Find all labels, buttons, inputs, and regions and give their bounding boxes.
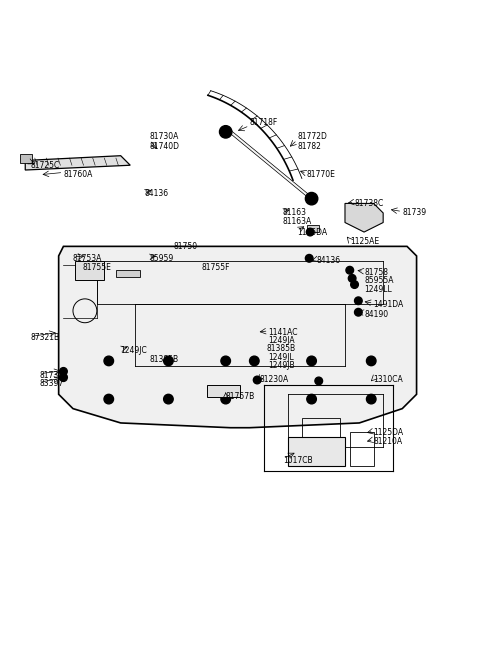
Circle shape: [346, 267, 354, 274]
Text: 1125DA: 1125DA: [373, 428, 404, 437]
Circle shape: [221, 394, 230, 404]
Text: 1249JL: 1249JL: [269, 352, 294, 362]
Text: 81738C: 81738C: [355, 199, 384, 208]
Circle shape: [351, 281, 359, 288]
Text: 81230A: 81230A: [259, 375, 288, 384]
Circle shape: [307, 356, 316, 365]
Circle shape: [315, 377, 323, 384]
Circle shape: [366, 394, 376, 404]
Circle shape: [355, 297, 362, 305]
Bar: [302, 418, 340, 442]
Text: 81740D: 81740D: [149, 141, 180, 151]
Circle shape: [253, 376, 261, 384]
Circle shape: [305, 193, 318, 205]
Text: 1017CB: 1017CB: [283, 456, 312, 464]
Circle shape: [60, 367, 67, 375]
Bar: [350, 432, 373, 466]
Circle shape: [164, 356, 173, 365]
Bar: [307, 225, 319, 232]
Bar: [21, 155, 33, 163]
Circle shape: [60, 374, 67, 381]
Text: 1125DA: 1125DA: [297, 227, 327, 236]
Text: 81750: 81750: [173, 242, 197, 251]
Circle shape: [164, 394, 173, 404]
Text: 81755E: 81755E: [83, 263, 111, 272]
Circle shape: [305, 255, 313, 262]
Text: 83397: 83397: [39, 379, 64, 388]
Text: 85955A: 85955A: [364, 276, 394, 285]
Circle shape: [366, 356, 376, 365]
Text: 84136: 84136: [144, 189, 168, 198]
Text: 81755F: 81755F: [202, 263, 230, 272]
Text: 81385B: 81385B: [266, 345, 295, 354]
Text: 81385B: 81385B: [149, 356, 179, 364]
Circle shape: [104, 394, 114, 404]
Circle shape: [250, 356, 259, 365]
Circle shape: [307, 394, 316, 404]
Text: 1491DA: 1491DA: [373, 300, 404, 309]
PathPatch shape: [345, 204, 383, 232]
Text: 84190: 84190: [364, 310, 388, 318]
Text: 1249JB: 1249JB: [269, 361, 295, 370]
Bar: [206, 384, 240, 397]
Bar: [75, 261, 104, 280]
Text: 81718F: 81718F: [250, 118, 278, 127]
Text: 1141AC: 1141AC: [269, 328, 298, 337]
Text: 81782: 81782: [297, 141, 321, 151]
Text: 81753A: 81753A: [73, 253, 102, 263]
Text: 87321B: 87321B: [30, 333, 59, 343]
PathPatch shape: [25, 156, 130, 170]
Text: 81730A: 81730A: [149, 132, 179, 141]
Text: 81758: 81758: [364, 268, 388, 277]
Text: 81760A: 81760A: [63, 170, 93, 179]
Text: 81210A: 81210A: [373, 437, 403, 445]
Circle shape: [104, 356, 114, 365]
Text: 81770E: 81770E: [307, 170, 336, 179]
Text: 1125AE: 1125AE: [350, 237, 379, 246]
Text: 85959: 85959: [149, 253, 174, 263]
Circle shape: [355, 309, 362, 316]
Circle shape: [306, 228, 314, 236]
Circle shape: [221, 356, 230, 365]
Bar: [288, 438, 345, 466]
Circle shape: [219, 126, 232, 138]
Text: 1249LL: 1249LL: [364, 285, 392, 294]
Bar: [116, 271, 140, 277]
Text: 81163A: 81163A: [283, 217, 312, 226]
Text: 81739: 81739: [402, 208, 426, 217]
Text: 81725C: 81725C: [30, 160, 59, 170]
Text: 1310CA: 1310CA: [373, 375, 403, 384]
Text: 1249JA: 1249JA: [269, 337, 295, 345]
PathPatch shape: [59, 246, 417, 428]
Text: 81772D: 81772D: [297, 132, 327, 141]
Text: 81757B: 81757B: [226, 392, 255, 402]
Text: 84136: 84136: [316, 256, 340, 265]
Text: 81163: 81163: [283, 208, 307, 217]
Text: 1249JC: 1249JC: [120, 346, 147, 355]
Text: 81738A: 81738A: [39, 371, 69, 380]
Circle shape: [348, 274, 356, 282]
